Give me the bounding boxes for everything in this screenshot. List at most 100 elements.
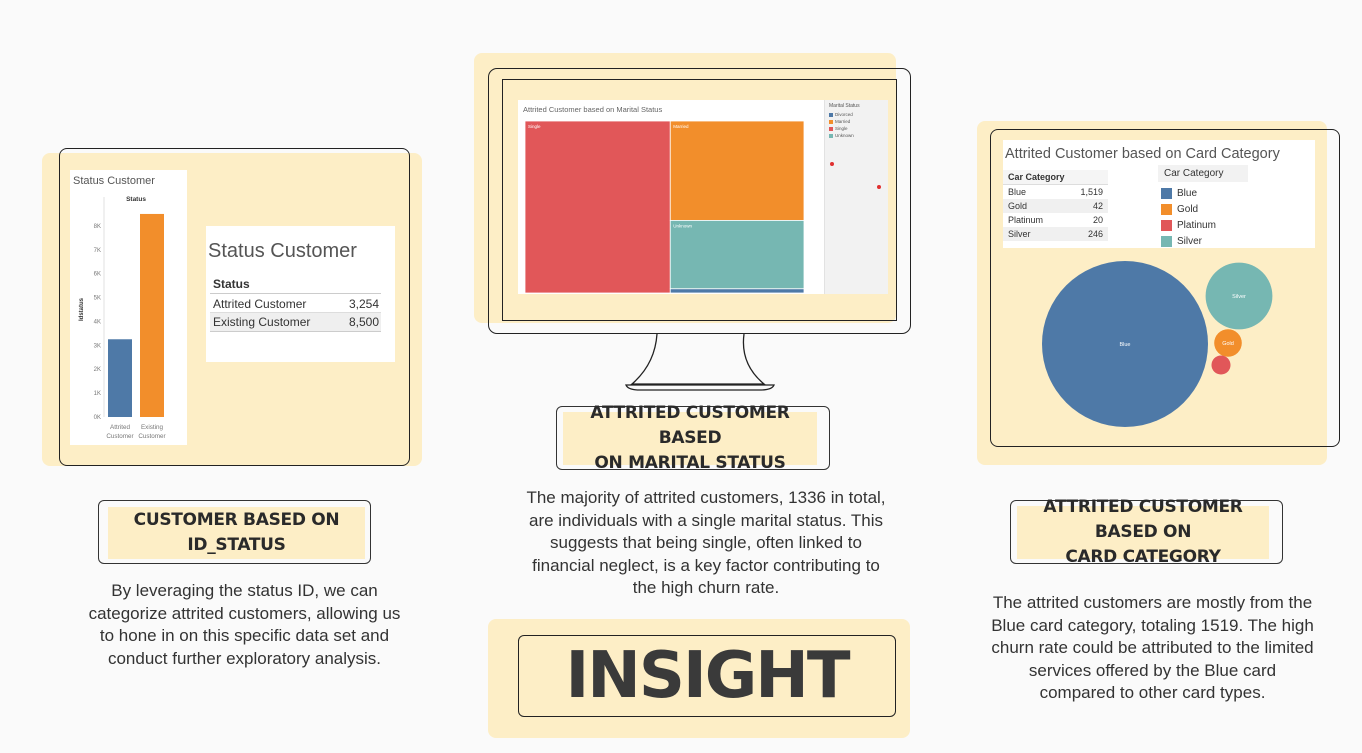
right-section-title: ATTRITED CUSTOMER BASED ON CARD CATEGORY (1017, 497, 1269, 567)
bubble (1214, 329, 1242, 357)
left-panel-frame (59, 148, 410, 466)
card-table-row: Silver 246 (1003, 227, 1108, 241)
insight-label: INSIGHT (565, 639, 850, 713)
legend-swatch (829, 119, 833, 124)
card-row-value: 20 (1092, 214, 1103, 225)
marital-treemap-card: Attrited Customer based on Marital Statu… (518, 100, 888, 294)
bar-chart-header: Status (126, 196, 146, 203)
marital-chart-title: Attrited Customer based on Marital Statu… (523, 105, 663, 114)
middle-title-line1: ATTRITED CUSTOMER BASED (590, 403, 790, 448)
status-chart-title: Status Customer (73, 175, 155, 187)
card-table-row: Blue 1,519 (1003, 185, 1108, 199)
left-title-line2: ID_STATUS (187, 535, 286, 555)
legend-swatch (829, 133, 833, 138)
bubble-label: Blue (1119, 342, 1130, 348)
legend-label: Unknown (835, 133, 854, 138)
status-table-title: Status Customer (208, 240, 357, 262)
marital-legend-items: Divorced Married Single Unknown (829, 111, 854, 139)
marital-legend-title: Marital Status (829, 103, 860, 109)
monitor-inner-bezel (502, 79, 897, 321)
legend-swatch (1161, 219, 1172, 231)
legend-label: Gold (1177, 203, 1199, 215)
treemap-cell (669, 220, 805, 290)
marital-legend-item: Married (829, 118, 854, 125)
status-bar-chart-card: Status Customer Status Idstatus 0K 1K 2K 3K 4K… (70, 170, 187, 445)
card-table: Car Category Blue 1,519 Gold 42 Platinum 20 Si… (1003, 170, 1108, 241)
card-table-header: Car Category (1003, 170, 1108, 185)
bar-category-label: Customer (138, 433, 165, 440)
marital-legend-item: Divorced (829, 111, 854, 118)
status-bar-chart: Status Idstatus 0K 1K 2K 3K 4K 5K 6K 7K 8K Attrited… (79, 196, 166, 440)
legend-label: Blue (1177, 187, 1198, 199)
card-row-value: 1,519 (1080, 186, 1103, 197)
treemap-cell-label: Single (528, 124, 541, 129)
card-legend-item: Platinum (1161, 217, 1248, 233)
bar-y-tick: 8K (94, 224, 101, 230)
bar-y-tick: 2K (94, 367, 101, 373)
legend-swatch (829, 126, 833, 131)
bubble-label: Silver (1232, 294, 1246, 300)
treemap-cell (669, 120, 805, 221)
bar-y-tick: 4K (94, 319, 101, 325)
bar-y-axis-label: Idstatus (79, 297, 85, 321)
legend-label: Platinum (1177, 219, 1216, 231)
legend-swatch (1161, 187, 1172, 199)
status-row-value: 3,254 (348, 297, 379, 311)
card-legend-items: Blue Gold Platinum Silver (1158, 185, 1248, 249)
card-bubble-chart: Blue Silver Gold (1042, 261, 1273, 427)
legend-swatch (1161, 203, 1172, 215)
bar (140, 213, 164, 417)
marital-legend: Marital Status Divorced Married Single Unkn… (824, 100, 888, 294)
monitor-stand (625, 334, 775, 391)
bar-category-label: Customer (106, 433, 133, 440)
left-description: By leveraging the status ID, we can cate… (88, 581, 401, 668)
marital-treemap: Single Married Unknown (524, 120, 805, 294)
bubble-label: Gold (1222, 341, 1234, 347)
bar-y-tick: 1K (94, 391, 101, 397)
treemap-cell-label: Married (673, 124, 689, 129)
right-title-line2: CARD CATEGORY (1065, 547, 1221, 567)
status-table-row: Existing Customer 8,500 (210, 312, 381, 332)
bar-category-label: Attrited (110, 424, 130, 431)
status-row-label: Existing Customer (213, 315, 311, 329)
treemap-cell (524, 120, 671, 294)
card-legend-item: Gold (1161, 201, 1248, 217)
right-title-line1: ATTRITED CUSTOMER BASED ON (1043, 497, 1243, 542)
marital-legend-dot (830, 162, 834, 166)
card-table-row: Gold 42 (1003, 199, 1108, 213)
marital-legend-item: Unknown (829, 132, 854, 139)
middle-title-line2: ON MARITAL STATUS (594, 453, 786, 473)
card-table-rows: Blue 1,519 Gold 42 Platinum 20 Silver 246 (1003, 185, 1108, 241)
card-row-label: Gold (1008, 200, 1028, 211)
status-table-card: Status Customer Status Attrited Customer… (206, 226, 395, 362)
bar-y-tick: 7K (94, 248, 101, 254)
legend-swatch (1161, 235, 1172, 247)
bar-y-tick: 0K (94, 415, 101, 421)
bar-y-tick: 6K (94, 272, 101, 278)
card-legend: Car Category Blue Gold Platinum Silver (1158, 165, 1248, 249)
middle-section-title: ATTRITED CUSTOMER BASED ON MARITAL STATU… (563, 403, 817, 473)
marital-legend-item: Single (829, 125, 854, 132)
card-row-value: 246 (1087, 228, 1103, 239)
legend-label: Single (835, 126, 848, 131)
insight-frame (518, 635, 896, 717)
legend-swatch (829, 112, 833, 117)
status-row-label: Attrited Customer (213, 297, 307, 311)
left-section-title: CUSTOMER BASED ON ID_STATUS (108, 507, 365, 559)
card-table-row: Platinum 20 (1003, 213, 1108, 227)
treemap-cell (669, 288, 805, 294)
card-chart-title: Attrited Customer based on Card Category (1005, 146, 1280, 162)
bar-y-tick: 3K (94, 343, 101, 349)
card-row-value: 42 (1092, 200, 1103, 211)
bar (108, 339, 132, 417)
right-description: The attrited customers are mostly from t… (991, 593, 1314, 702)
card-legend-item: Silver (1161, 233, 1248, 249)
card-row-label: Blue (1008, 186, 1027, 197)
card-row-label: Platinum (1008, 214, 1044, 225)
middle-description: The majority of attrited customers, 1336… (526, 488, 886, 597)
status-row-value: 8,500 (348, 315, 379, 329)
status-table-row: Attrited Customer 3,254 (210, 294, 381, 314)
legend-label: Divorced (835, 112, 853, 117)
card-category-card: Attrited Customer based on Card Category… (1003, 140, 1315, 248)
treemap-cell-label: Unknown (673, 223, 692, 228)
